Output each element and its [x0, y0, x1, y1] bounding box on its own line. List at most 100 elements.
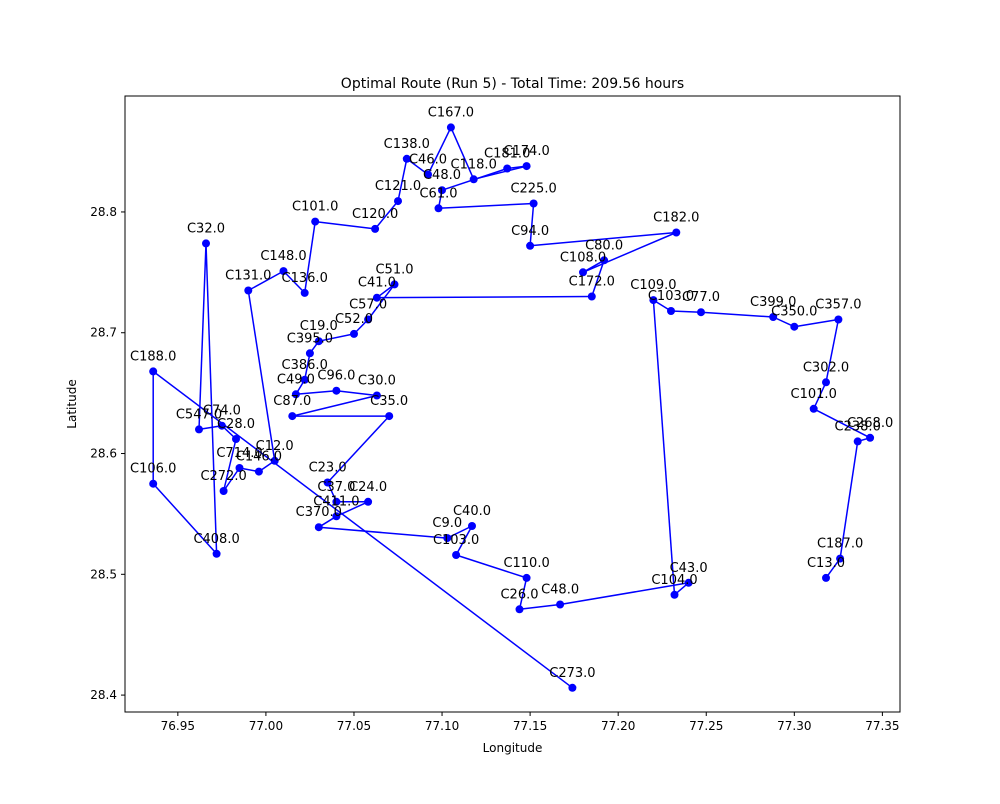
point-label: C30.0 — [358, 374, 396, 389]
point-label: C87.0 — [273, 394, 311, 409]
point-label: C46.0 — [409, 153, 447, 168]
point-label: C172.0 — [569, 275, 615, 290]
x-tick-label: 77.30 — [777, 719, 811, 733]
point-label: C273.0 — [549, 666, 595, 681]
point-label: C48.0 — [541, 583, 579, 598]
route-segment — [295, 389, 337, 396]
route-segment — [406, 158, 429, 176]
route-point — [526, 241, 535, 250]
route-point — [529, 199, 538, 208]
point-label: C109.0 — [630, 278, 676, 293]
x-tick-label: 77.15 — [513, 719, 547, 733]
point-label: C120.0 — [352, 207, 398, 222]
point-label: C35.0 — [370, 394, 408, 409]
route-point — [311, 217, 320, 226]
point-label: C350.0 — [771, 305, 817, 320]
route-point — [579, 268, 587, 277]
point-label: C187.0 — [817, 537, 863, 552]
route-point — [834, 315, 843, 324]
route-segment — [794, 318, 839, 328]
point-label: C547.0 — [176, 407, 222, 422]
chart-title: Optimal Route (Run 5) - Total Time: 209.… — [341, 76, 684, 92]
route-point — [305, 349, 314, 358]
route-point — [515, 605, 524, 614]
route-point — [667, 307, 675, 315]
point-label: C12.0 — [256, 439, 294, 454]
y-axis-label: Latitude — [65, 379, 79, 428]
point-label: C370.0 — [296, 505, 342, 520]
point-label: C48.0 — [423, 168, 461, 183]
route-point — [149, 367, 158, 376]
x-axis: 76.95 77.00 77.05 77.10 77.15 77.20 77.25 77.30… — [161, 712, 900, 733]
plot-area: C273.0 C188.0 C106.0 C408.0 C32.0 C547.0C74.0… — [130, 105, 893, 692]
route-point — [244, 286, 253, 295]
point-label: C108.0 — [560, 250, 606, 265]
route-point — [314, 523, 323, 532]
point-label: C103.0 — [433, 533, 479, 548]
route-point — [270, 456, 279, 465]
route-segment — [303, 353, 311, 380]
point-label: C225.0 — [510, 182, 556, 197]
route-segment — [376, 295, 592, 299]
route-segment — [825, 319, 840, 383]
route-segment — [327, 415, 390, 484]
y-axis: 28.4 28.5 28.6 28.7 28.8 — [90, 205, 125, 702]
y-tick-label: 28.5 — [90, 567, 117, 581]
route-segment — [318, 526, 448, 539]
route-point — [385, 412, 394, 421]
route-point — [438, 186, 446, 195]
point-label: C238.0 — [835, 419, 881, 434]
route-segment — [205, 243, 218, 554]
route-segment — [247, 270, 284, 292]
route-point — [822, 378, 830, 387]
route-segment — [336, 501, 369, 517]
route-point — [503, 164, 512, 173]
point-label: C96.0 — [317, 369, 355, 384]
point-label: C13.0 — [807, 556, 845, 571]
route-segment — [700, 311, 774, 318]
route-segment — [152, 483, 218, 555]
route-segment — [282, 270, 306, 294]
route-segment — [427, 127, 452, 175]
point-label: C181.0 — [484, 147, 530, 162]
route-point — [364, 497, 373, 506]
route-point — [219, 487, 228, 495]
route-segment — [374, 200, 399, 230]
route-segment — [438, 202, 534, 210]
route-segment — [455, 554, 527, 579]
route-point — [649, 296, 658, 305]
route-point — [372, 293, 381, 302]
route-point — [279, 267, 288, 276]
point-label: C136.0 — [282, 271, 328, 286]
route-segment — [247, 290, 276, 461]
x-tick-label: 77.00 — [249, 719, 283, 733]
route-point — [202, 239, 210, 248]
route-segment — [198, 243, 207, 430]
route-segment — [813, 408, 871, 439]
point-label: C167.0 — [428, 105, 474, 120]
x-tick-label: 76.95 — [161, 719, 195, 733]
route-segment — [813, 381, 827, 410]
route-segment — [336, 389, 377, 397]
point-label: C77.0 — [682, 290, 720, 305]
route-point — [350, 329, 358, 338]
route-segment — [455, 525, 473, 556]
route-point — [469, 175, 478, 184]
route-segment — [446, 525, 473, 539]
route-segment — [530, 231, 677, 247]
route-point — [288, 412, 297, 421]
route-point — [235, 464, 244, 472]
route-segment — [670, 310, 702, 313]
route-segment — [559, 582, 689, 606]
y-tick-label: 28.7 — [90, 326, 117, 340]
route-point — [809, 404, 818, 413]
route-point — [195, 425, 203, 434]
point-label: C106.0 — [130, 462, 176, 477]
route-point — [390, 280, 399, 289]
route-point — [332, 386, 341, 395]
point-label: C24.0 — [349, 480, 387, 495]
route-point — [452, 551, 461, 559]
point-label: C110.0 — [503, 556, 549, 571]
